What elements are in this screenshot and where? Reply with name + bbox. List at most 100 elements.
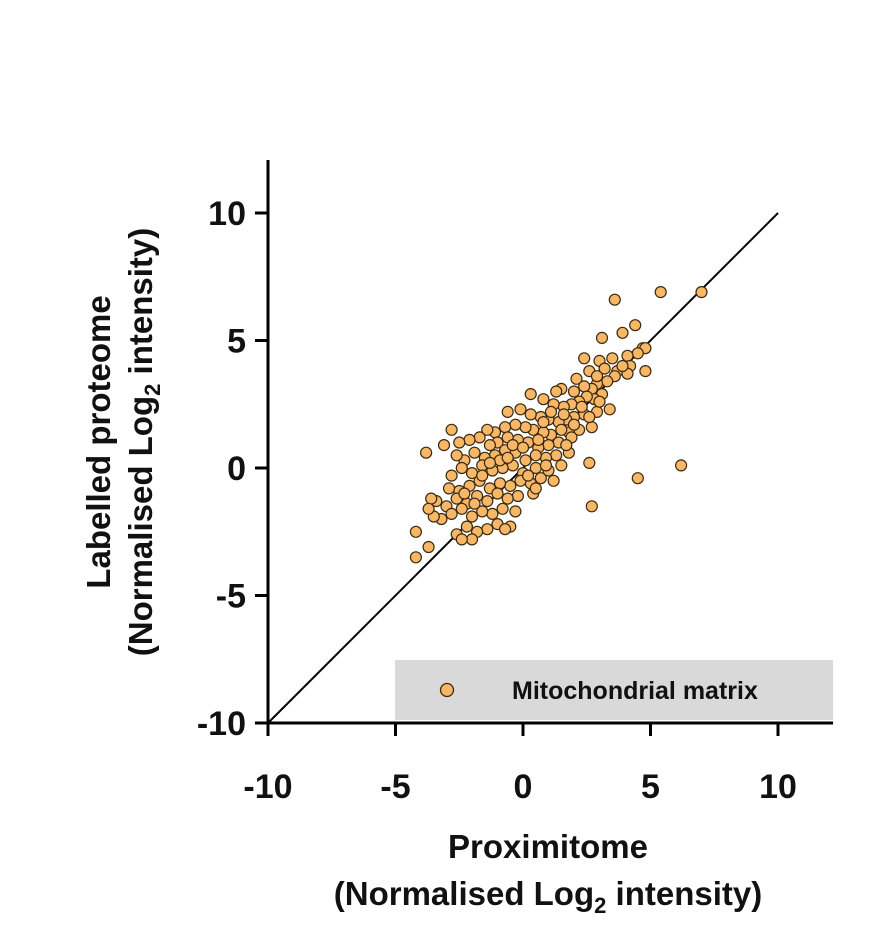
- data-point: [483, 456, 496, 469]
- data-point: [695, 286, 708, 299]
- x-axis-title-sub: 2: [594, 893, 606, 918]
- data-point: [631, 472, 644, 485]
- data-point: [499, 421, 512, 434]
- x-tick-label: 10: [759, 768, 797, 806]
- data-point: [422, 540, 435, 554]
- data-point: [598, 362, 611, 375]
- data-points: [409, 286, 708, 564]
- data-point: [524, 408, 537, 421]
- data-point: [473, 431, 486, 444]
- data-point: [537, 416, 550, 429]
- data-point: [511, 489, 525, 503]
- data-point: [465, 533, 479, 546]
- data-point: [575, 400, 588, 413]
- data-point: [409, 551, 422, 564]
- data-point: [639, 365, 652, 378]
- data-point: [539, 459, 553, 472]
- y-axis-title-pre: (Normalised Log: [122, 396, 159, 656]
- data-point: [583, 456, 596, 469]
- data-point: [455, 461, 468, 475]
- data-point: [422, 502, 435, 515]
- data-point: [616, 326, 629, 339]
- x-axis-title-line2: (Normalised Log2 intensity): [334, 875, 762, 918]
- data-point: [455, 533, 468, 546]
- data-point: [583, 410, 596, 424]
- data-point: [442, 482, 456, 495]
- data-point: [420, 446, 433, 459]
- data-point: [590, 370, 604, 383]
- data-point: [468, 497, 481, 510]
- data-point: [524, 388, 537, 401]
- x-tick-label: 0: [514, 768, 533, 806]
- data-point: [603, 403, 616, 416]
- data-point: [550, 449, 563, 462]
- data-point: [547, 474, 560, 487]
- x-axis-ticks: -10 -5 0 5 10: [243, 723, 797, 806]
- data-point: [504, 479, 517, 492]
- data-point: [409, 525, 422, 538]
- data-point: [532, 433, 545, 446]
- legend-background: [395, 660, 833, 720]
- data-point: [460, 520, 473, 533]
- data-point: [501, 492, 514, 505]
- data-point: [621, 349, 634, 362]
- x-tick-label: -10: [243, 768, 292, 806]
- data-point: [437, 439, 451, 452]
- data-point: [445, 423, 458, 436]
- y-tick-label: -10: [197, 705, 246, 743]
- data-point: [567, 418, 581, 431]
- data-point: [570, 372, 583, 385]
- data-point: [519, 454, 532, 467]
- data-point: [595, 331, 609, 344]
- x-tick-label: -5: [380, 768, 410, 806]
- data-point: [631, 347, 644, 360]
- data-point: [516, 441, 530, 454]
- data-point: [616, 359, 629, 373]
- data-point: [537, 393, 550, 406]
- data-point: [486, 507, 499, 521]
- data-point: [521, 469, 535, 482]
- legend-label: Mitochondrial matrix: [512, 677, 758, 705]
- data-point: [534, 472, 547, 485]
- data-point: [674, 459, 688, 472]
- y-tick-label: 10: [208, 195, 246, 233]
- data-point: [445, 507, 458, 521]
- data-point: [593, 395, 606, 408]
- data-point: [453, 436, 466, 449]
- data-point: [542, 439, 555, 452]
- data-point: [550, 385, 563, 398]
- legend-marker: [439, 682, 455, 698]
- y-axis-ticks: -10 -5 0 5 10: [197, 195, 268, 743]
- y-tick-label: -5: [216, 578, 246, 616]
- data-point: [608, 293, 621, 306]
- x-tick-label: 5: [641, 768, 660, 806]
- data-point: [496, 502, 509, 515]
- data-point: [463, 433, 476, 446]
- data-point: [501, 405, 514, 418]
- data-point: [476, 469, 489, 482]
- data-point: [585, 500, 598, 513]
- data-point: [585, 421, 598, 434]
- data-point: [601, 375, 614, 388]
- data-point: [578, 352, 591, 365]
- data-point: [450, 449, 463, 462]
- data-point: [654, 286, 667, 299]
- data-point: [529, 482, 542, 495]
- data-point: [509, 505, 522, 518]
- data-point: [483, 439, 496, 452]
- data-point: [514, 403, 527, 416]
- data-point: [476, 505, 489, 518]
- data-point: [481, 523, 494, 536]
- data-point: [455, 502, 468, 515]
- data-point: [499, 523, 512, 536]
- data-point: [529, 449, 542, 462]
- data-point: [458, 487, 471, 500]
- x-axis-title-post: intensity): [606, 875, 762, 912]
- data-point: [506, 439, 519, 452]
- data-point: [519, 421, 532, 434]
- data-point: [557, 408, 570, 421]
- data-point: [509, 418, 522, 431]
- y-axis-title-line1: Labelled proteome: [80, 295, 117, 588]
- data-point: [425, 492, 438, 505]
